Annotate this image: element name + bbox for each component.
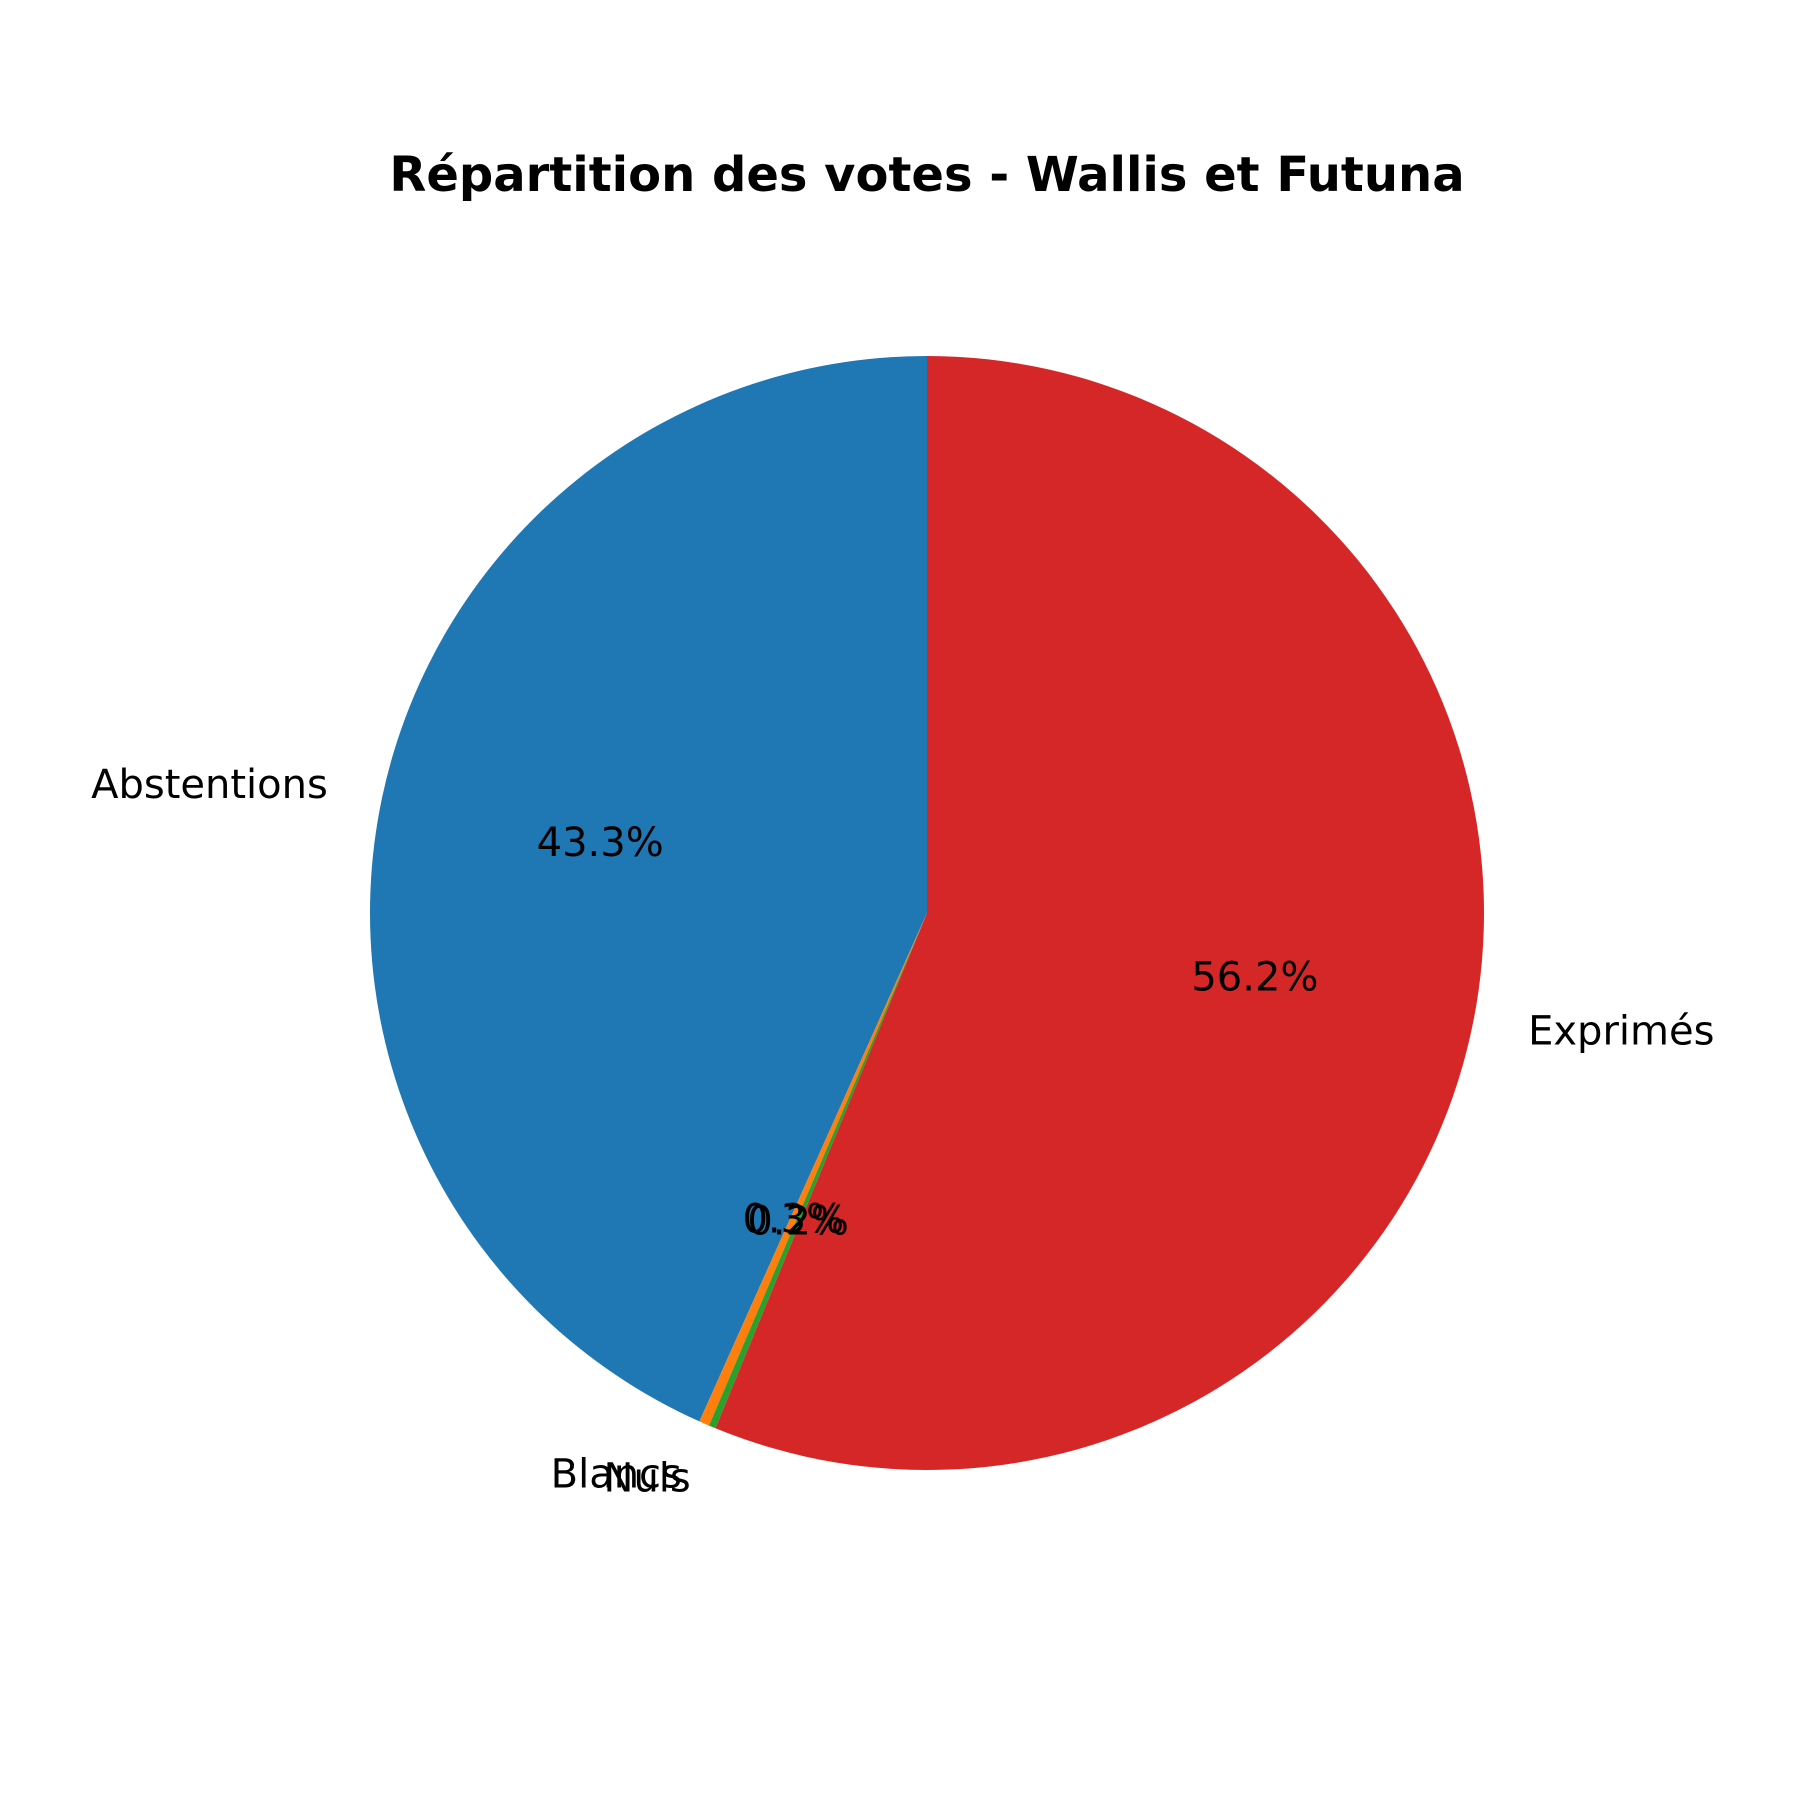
pie-slice-blancs — [699, 913, 927, 1426]
pie-slice-abstentions — [369, 356, 927, 1422]
pie-pct-abstentions: 43.3% — [537, 820, 664, 866]
pie-slices — [369, 356, 1485, 1470]
pie-slice-nuls — [709, 913, 927, 1429]
pie-label-abstentions: Abstentions — [91, 762, 328, 808]
pie-pct-exprimes: 56.2% — [1191, 955, 1318, 1001]
pie-label-exprimes: Exprimés — [1528, 1009, 1714, 1055]
pie-label-blancs: Blancs — [551, 1452, 682, 1498]
pie-slice-exprimes — [715, 356, 1485, 1470]
pie-labels: Abstentions 43.3% Blancs 0.3% Nuls 0.2% Exprim… — [91, 762, 1714, 1501]
pie-pct-blancs: 0.3% — [742, 1196, 844, 1242]
chart-title: Répartition des votes - Wallis et Futuna — [389, 147, 1464, 203]
pie-label-nuls: Nuls — [604, 1455, 691, 1501]
pie-pct-nuls: 0.2% — [747, 1198, 849, 1244]
